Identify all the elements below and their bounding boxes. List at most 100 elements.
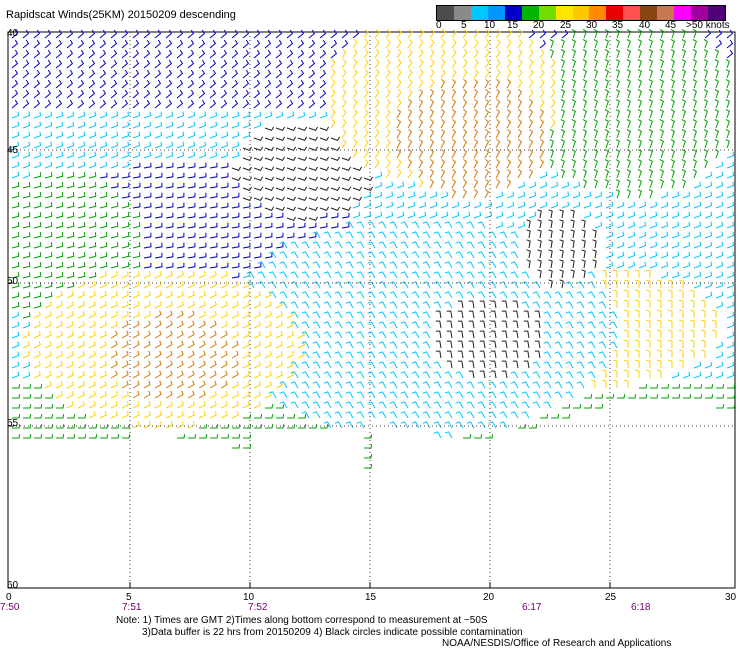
wind-barb	[389, 351, 398, 359]
wind-barb	[543, 391, 552, 399]
wind-barb	[187, 131, 196, 139]
wind-barb	[77, 331, 85, 339]
wind-barb	[626, 88, 632, 99]
wind-barb	[121, 79, 129, 89]
wind-barb	[99, 341, 107, 349]
wind-barb	[110, 161, 119, 169]
wind-barb	[537, 269, 542, 279]
wind-barb	[440, 49, 446, 59]
wind-barb	[451, 149, 457, 159]
latitude-label: 50	[7, 276, 19, 287]
wind-barb	[323, 351, 332, 359]
latitude-label: 55	[7, 418, 19, 429]
wind-barb	[715, 301, 724, 309]
wind-barb	[363, 29, 369, 39]
wind-barb	[411, 361, 420, 369]
wind-barb	[209, 69, 217, 79]
wind-barb	[143, 222, 152, 229]
wind-barb	[242, 341, 250, 349]
wind-barb	[565, 331, 574, 339]
wind-barb	[418, 69, 424, 79]
wind-barb	[529, 424, 538, 429]
wind-barb	[499, 291, 508, 299]
wind-barb	[12, 394, 21, 399]
wind-barb	[198, 301, 206, 309]
wind-barb	[385, 79, 391, 89]
wind-barb	[715, 201, 724, 209]
wind-barb	[446, 360, 453, 369]
wind-barb	[220, 141, 229, 149]
wind-barb	[565, 361, 574, 369]
wind-barb	[231, 222, 240, 229]
wind-barb	[638, 251, 647, 259]
wind-barb	[560, 98, 566, 109]
wind-barb	[440, 119, 446, 129]
wind-barb	[682, 371, 691, 379]
wind-barb	[626, 138, 632, 149]
wind-barb	[637, 48, 643, 59]
wind-barb	[528, 29, 536, 39]
wind-barb	[363, 149, 369, 159]
wind-barb	[330, 79, 336, 89]
wind-barb	[121, 380, 129, 389]
wind-barb	[433, 371, 442, 379]
wind-barb	[99, 252, 108, 259]
wind-barb	[367, 311, 376, 319]
wind-barb	[165, 262, 174, 269]
wind-barb	[444, 411, 453, 419]
wind-barb	[635, 299, 640, 308]
wind-barb	[457, 300, 464, 309]
wind-barb	[484, 39, 490, 49]
wind-barb	[433, 431, 442, 439]
wind-barb	[45, 414, 54, 419]
wind-barb	[528, 139, 534, 149]
wind-barb	[11, 302, 20, 309]
wind-barb	[593, 88, 599, 99]
wind-barb	[275, 351, 283, 359]
wind-barb	[55, 391, 63, 399]
wind-barb	[692, 68, 698, 79]
legend-swatch	[572, 6, 590, 20]
wind-barb	[99, 371, 107, 379]
wind-barb	[604, 178, 610, 189]
wind-barb	[517, 99, 523, 109]
wind-barb	[209, 320, 217, 329]
wind-barb	[187, 141, 196, 149]
wind-barb	[143, 121, 152, 129]
wind-barb	[429, 49, 435, 59]
wind-barb	[468, 360, 475, 369]
wind-barb	[154, 301, 162, 309]
wind-barb	[154, 401, 162, 409]
wind-barb	[512, 300, 519, 309]
wind-barb	[485, 434, 494, 439]
wind-barb	[341, 206, 352, 212]
wind-barb	[407, 29, 413, 39]
wind-barb	[367, 331, 376, 339]
wind-barb	[286, 156, 297, 162]
wind-barb	[242, 121, 251, 129]
wind-barb	[143, 301, 151, 309]
wind-barb	[648, 58, 654, 69]
wind-barb	[726, 361, 735, 369]
wind-barb	[143, 29, 151, 39]
wind-barb	[286, 126, 297, 132]
wind-barb	[396, 119, 402, 129]
wind-barb	[539, 119, 545, 129]
wind-barb	[22, 151, 31, 159]
wind-barb	[407, 89, 413, 99]
wind-barb	[660, 201, 669, 209]
wind-barb	[121, 370, 129, 379]
wind-barb	[725, 98, 731, 109]
wind-barb	[407, 149, 413, 159]
wind-barb	[319, 206, 330, 212]
wind-barb	[528, 49, 534, 59]
wind-barb	[154, 59, 162, 69]
wind-barb	[477, 251, 486, 259]
wind-barb	[330, 166, 341, 172]
wind-barb	[88, 192, 97, 199]
wind-barb	[44, 242, 53, 249]
wind-barb	[110, 391, 118, 399]
wind-barb	[495, 149, 501, 159]
wind-barb	[468, 300, 475, 309]
wind-barb	[323, 241, 332, 249]
